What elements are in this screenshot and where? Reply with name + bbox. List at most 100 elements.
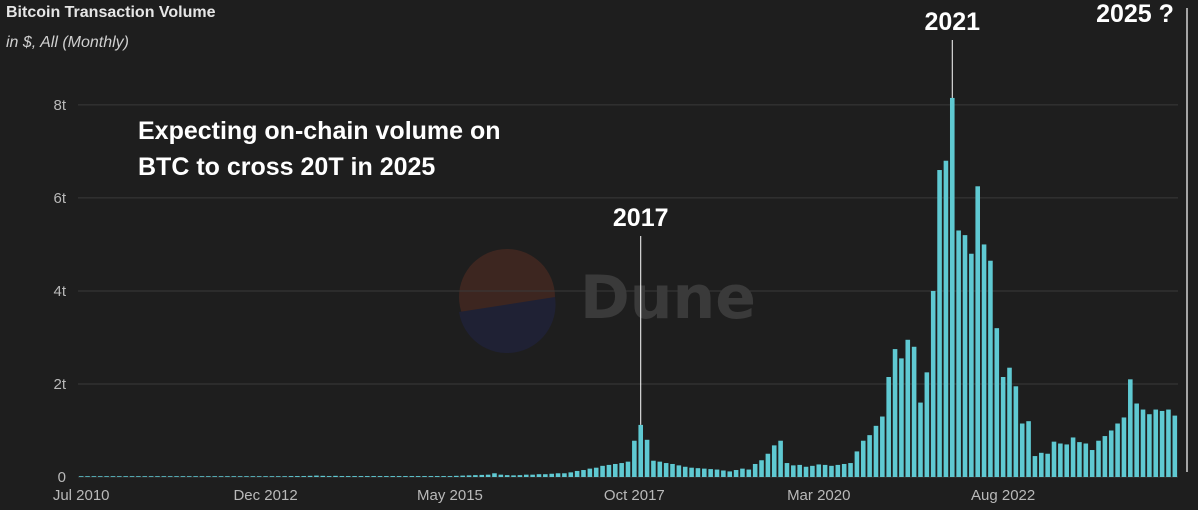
bar (829, 465, 834, 477)
bar (78, 476, 84, 477)
bar (619, 463, 624, 477)
annotations: 2017 2021 2025 ? (613, 0, 1188, 472)
bar (1108, 430, 1114, 477)
y-tick-label: 8t (53, 97, 66, 114)
bar (549, 473, 554, 477)
bar (632, 440, 637, 477)
bar (930, 290, 936, 477)
bar (587, 468, 593, 477)
bar (1128, 379, 1133, 477)
bar (676, 465, 682, 477)
bar (1045, 453, 1050, 477)
bar (708, 469, 713, 477)
bar (447, 476, 453, 477)
bar (593, 467, 599, 477)
bar (498, 474, 504, 477)
bar (225, 476, 230, 477)
bar (1147, 414, 1152, 477)
bar (371, 476, 376, 477)
bar (943, 160, 949, 477)
bar (422, 476, 427, 477)
bar (295, 476, 300, 477)
bar (733, 470, 739, 477)
bar (797, 464, 802, 477)
bar (91, 476, 97, 477)
dune-watermark: Dune (459, 249, 756, 354)
bar (1013, 386, 1019, 477)
bar (663, 463, 669, 477)
bar (1089, 450, 1095, 477)
bar (358, 476, 364, 477)
bar (1083, 443, 1089, 477)
bar (1140, 409, 1146, 477)
bar (365, 476, 370, 477)
bar (104, 476, 109, 477)
y-axis: 0 2t 4t 6t 8t (53, 97, 66, 486)
bar (129, 476, 135, 477)
bar (612, 463, 618, 477)
bar (136, 476, 141, 477)
bar (1058, 443, 1063, 477)
bar (307, 475, 313, 477)
bar (702, 468, 707, 477)
bar (428, 476, 434, 477)
bar (473, 475, 478, 477)
bar (791, 465, 796, 477)
bar (517, 475, 523, 477)
bar (492, 473, 497, 477)
bar (206, 476, 211, 477)
bar (288, 476, 294, 477)
annotation-label: 2017 (613, 204, 669, 232)
bar (199, 476, 205, 477)
bar (670, 463, 675, 477)
bar (803, 466, 809, 477)
bar (460, 475, 465, 477)
bar (97, 476, 103, 477)
bar (1077, 442, 1082, 477)
bar (988, 260, 993, 477)
bar (949, 97, 955, 477)
bar (835, 464, 841, 477)
bar (110, 476, 116, 477)
bar (644, 439, 650, 477)
y-tick-label: 2t (53, 376, 66, 393)
bar (523, 474, 529, 477)
bar (212, 476, 217, 477)
bar (854, 451, 860, 477)
bar (263, 476, 268, 477)
bar (409, 476, 415, 477)
bar (695, 468, 701, 477)
bar (905, 339, 911, 477)
bar (625, 461, 631, 477)
bar (765, 453, 771, 477)
forecast-note-line-1: Expecting on-chain volume on (138, 117, 501, 145)
bar (276, 476, 281, 477)
bar (873, 425, 879, 477)
bar (345, 476, 351, 477)
bar (250, 476, 256, 477)
bar (441, 476, 446, 477)
bar (816, 464, 822, 477)
bar (969, 253, 974, 477)
bar (1153, 409, 1159, 477)
chart-subtitle: in $, All (Monthly) (6, 34, 129, 51)
watermark-logo-shadow (459, 297, 556, 354)
bar (504, 475, 510, 477)
bar (962, 235, 968, 477)
bar (784, 463, 790, 477)
bar (975, 186, 980, 478)
bar (123, 476, 128, 477)
bar (886, 377, 891, 477)
bar (600, 465, 605, 477)
x-tick-label: Mar 2020 (787, 487, 850, 504)
bar (740, 468, 745, 477)
bar (956, 230, 961, 477)
bar (377, 476, 383, 477)
bar (606, 464, 612, 477)
bar (511, 475, 516, 477)
bar (1102, 436, 1108, 477)
bar (848, 463, 853, 477)
bar (867, 435, 872, 477)
bar (746, 469, 752, 477)
